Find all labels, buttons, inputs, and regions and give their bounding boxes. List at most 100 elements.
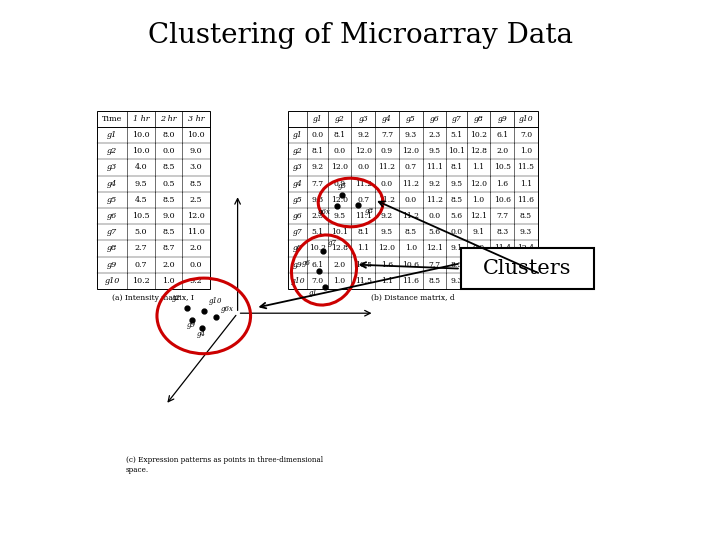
Text: g8: g8 [293,245,302,252]
Text: 9.5: 9.5 [381,228,393,236]
Text: 11.2: 11.2 [402,180,419,187]
Text: g10: g10 [518,115,534,123]
Text: 2.3: 2.3 [311,212,324,220]
Text: 12.0: 12.0 [187,212,204,220]
Text: 9.3: 9.3 [405,131,417,139]
Bar [97,111,210,289]
Text: 10.6: 10.6 [494,196,510,204]
Text: 8.5: 8.5 [162,196,175,204]
Text: 6.1: 6.1 [496,131,508,139]
Text: g5: g5 [293,196,302,204]
Text: 12.0: 12.0 [379,245,395,252]
Text: 1.6: 1.6 [496,180,508,187]
Text: 1.0: 1.0 [472,196,485,204]
Text: 0.0: 0.0 [381,180,393,187]
Text: g3: g3 [359,115,368,123]
Text: g8: g8 [365,207,374,215]
Text: 2 hr: 2 hr [160,115,177,123]
Text: g5: g5 [107,196,117,204]
Text: g6x: g6x [220,305,233,313]
Text: 11.5: 11.5 [518,164,534,171]
Text: 2.0: 2.0 [333,261,346,268]
Text: 8.5: 8.5 [162,228,175,236]
Text: g7: g7 [107,228,117,236]
Text: g4: g4 [382,115,392,123]
Text: g6x: g6x [318,208,330,216]
Text: 9.2: 9.2 [381,212,393,220]
Text: 5.1: 5.1 [451,131,462,139]
Text: 8.3: 8.3 [450,261,463,268]
Text: 9.1: 9.1 [472,228,485,236]
Text: 11.1: 11.1 [355,212,372,220]
Text: g7: g7 [293,228,302,236]
Bar [288,111,538,289]
Text: 3 hr: 3 hr [187,115,204,123]
Text: 12.0: 12.0 [470,180,487,187]
Text: 7.7: 7.7 [312,180,323,187]
Text: g3: g3 [107,164,117,171]
Text: 0.0: 0.0 [357,164,369,171]
Text: 1.1: 1.1 [381,277,393,285]
Text: g10: g10 [104,277,120,285]
Text: 2.0: 2.0 [496,147,508,155]
Text: 10.2: 10.2 [309,245,326,252]
Text: 1.1: 1.1 [472,164,485,171]
Text: 9.0: 9.0 [189,147,202,155]
Text: g6: g6 [302,259,311,267]
Text: 11.4: 11.4 [494,245,510,252]
Text: 1.1: 1.1 [357,245,369,252]
Text: 10.2: 10.2 [132,277,150,285]
Text: 8.1: 8.1 [451,164,462,171]
Text: g8: g8 [474,115,483,123]
Text: 9.2: 9.2 [189,277,202,285]
Text: 10.5: 10.5 [132,212,150,220]
Text: Time: Time [102,115,122,123]
Text: 8.0: 8.0 [162,131,175,139]
Text: 0.7: 0.7 [405,164,417,171]
Text: 11.2: 11.2 [426,196,443,204]
Text: (b) Distance matrix, d: (b) Distance matrix, d [371,294,455,302]
Text: 4.0: 4.0 [135,164,148,171]
Text: 0.0: 0.0 [428,212,441,220]
Text: 11.2: 11.2 [402,212,419,220]
Text: 8.3: 8.3 [496,228,508,236]
Text: 11.2: 11.2 [379,196,395,204]
Text: 8.5: 8.5 [405,228,417,236]
Text: 8.5: 8.5 [189,180,202,187]
Text: g5: g5 [406,115,415,123]
Text: 11.6: 11.6 [402,277,419,285]
Text: 10.2: 10.2 [470,131,487,139]
Text: g4: g4 [197,329,206,338]
Text: 7.7: 7.7 [428,261,441,268]
Text: 0.0: 0.0 [451,228,462,236]
Text: 11.1: 11.1 [426,164,443,171]
Text: 10.5: 10.5 [494,164,510,171]
Text: 0.0: 0.0 [333,147,346,155]
Text: g2: g2 [335,115,344,123]
Text: g1: g1 [293,131,302,139]
Text: 12.8: 12.8 [470,147,487,155]
Text: Clusters: Clusters [483,259,572,278]
Text: 11.2: 11.2 [355,180,372,187]
Text: 9.0: 9.0 [162,212,175,220]
Text: 8.5: 8.5 [520,212,532,220]
Text: g1: g1 [312,115,323,123]
Text: g9: g9 [186,321,195,329]
Text: g9: g9 [293,261,302,268]
Text: 8.1: 8.1 [312,147,323,155]
Text: (c) Expression patterns as points in three-dimensional
space.: (c) Expression patterns as points in thr… [126,456,323,474]
Text: 10.0: 10.0 [132,131,150,139]
Text: 12.0: 12.0 [331,164,348,171]
Text: g7: g7 [328,239,336,247]
Text: 12.1: 12.1 [470,212,487,220]
Text: 0.0: 0.0 [189,261,202,268]
Text: 9.5: 9.5 [135,180,148,187]
Text: 9.3: 9.3 [450,277,463,285]
Text: g7: g7 [451,115,462,123]
Text: 0.0: 0.0 [496,261,508,268]
Text: 8.1: 8.1 [357,228,369,236]
Text: 1.1: 1.1 [520,261,532,268]
Text: 7.0: 7.0 [312,277,323,285]
Text: 8.7: 8.7 [162,245,175,252]
Text: 9.1: 9.1 [451,245,462,252]
